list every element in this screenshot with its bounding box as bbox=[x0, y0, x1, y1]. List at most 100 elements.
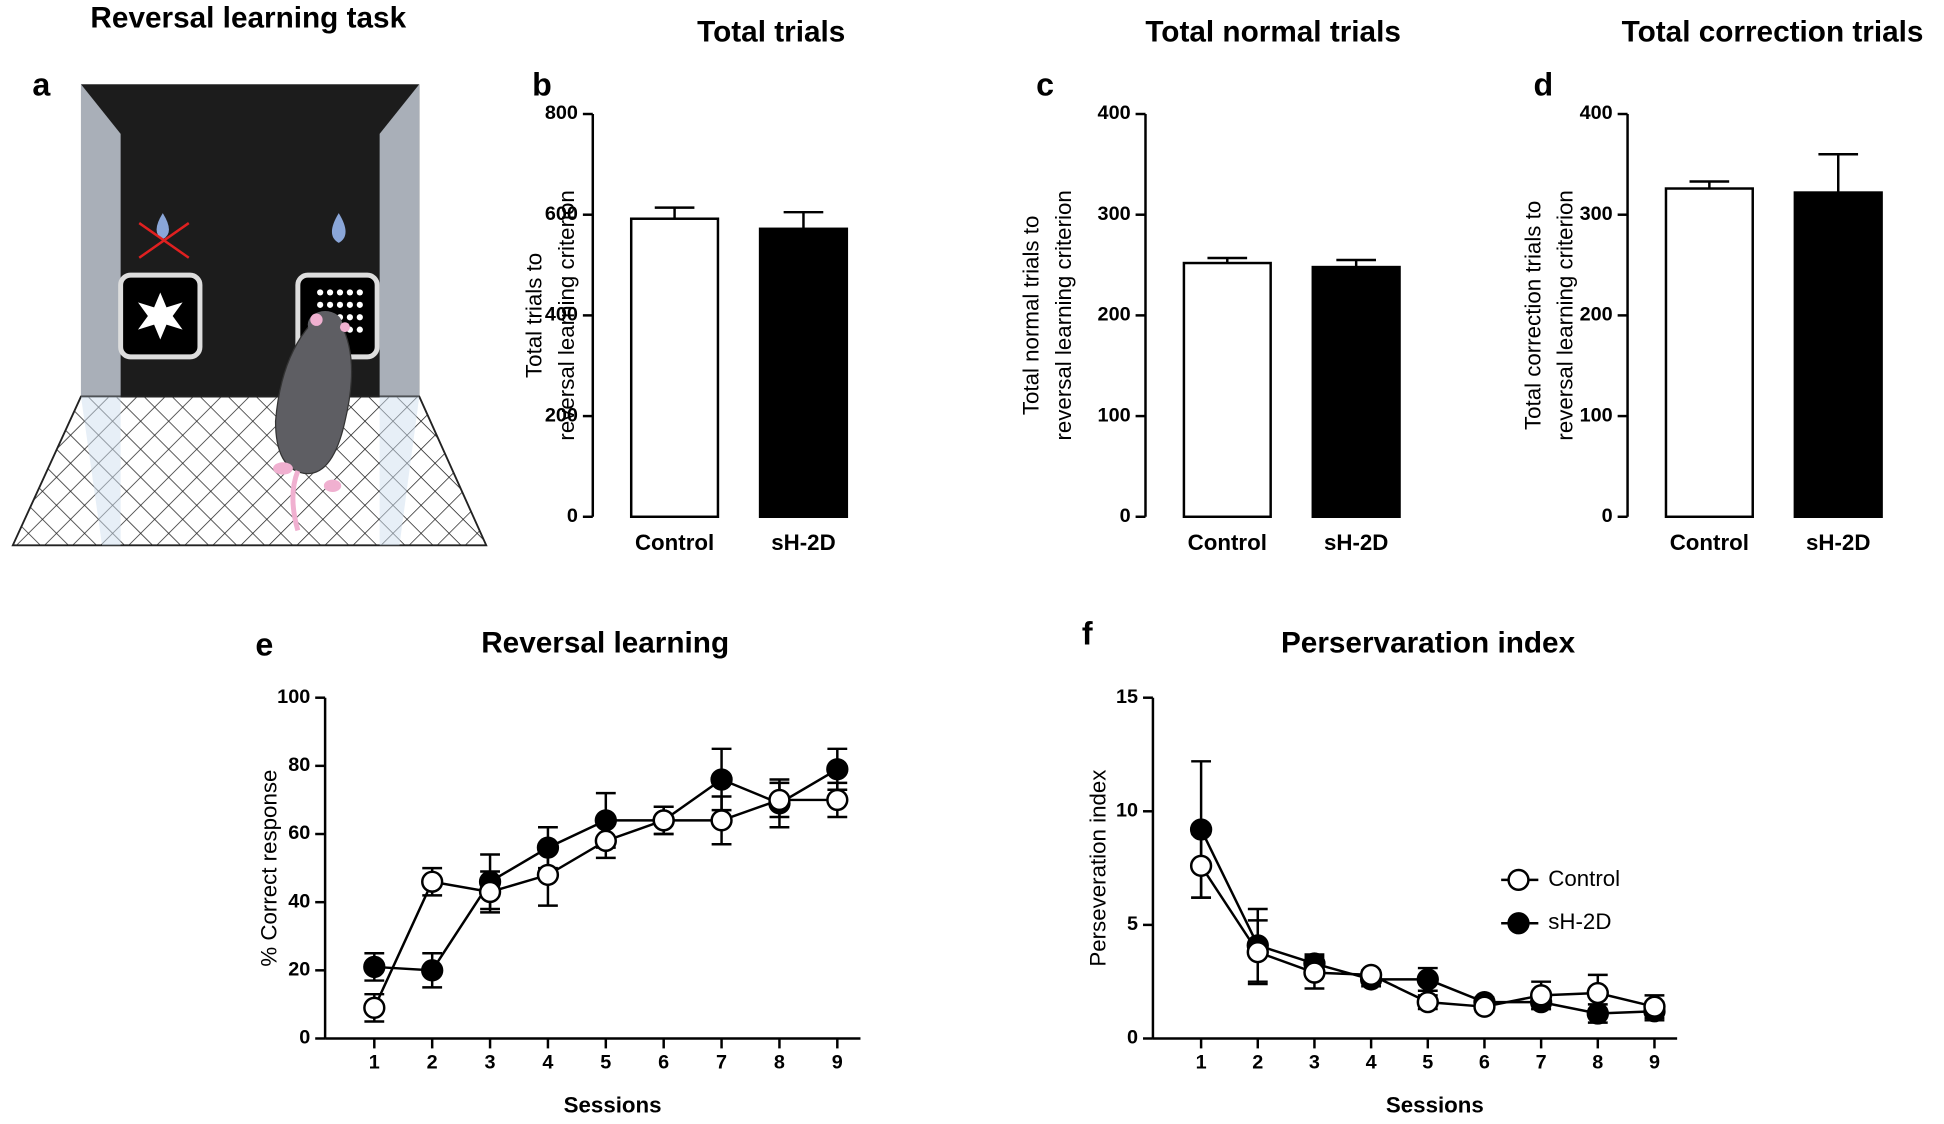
x-tick-label: sH-2D bbox=[771, 530, 835, 555]
y-tick-label: 400 bbox=[545, 304, 578, 326]
chart-title: Total normal trials bbox=[1145, 15, 1401, 48]
y-axis-label: reversal learning criterion bbox=[1553, 190, 1578, 440]
y-tick-label: 100 bbox=[277, 686, 310, 708]
y-tick-label: 400 bbox=[1580, 102, 1613, 124]
bar bbox=[1664, 187, 1754, 519]
panel-label: f bbox=[1082, 615, 1093, 651]
y-tick-label: 300 bbox=[1098, 203, 1131, 225]
chamber-side bbox=[80, 84, 121, 397]
panel-a: Reversal learning task a bbox=[11, 2, 488, 547]
x-tick-label: 6 bbox=[1479, 1052, 1490, 1074]
screen-dots bbox=[317, 289, 363, 333]
y-tick-label: 300 bbox=[1580, 203, 1613, 225]
water-drop bbox=[156, 213, 169, 240]
y-tick-label: 80 bbox=[288, 754, 310, 776]
y-tick-label: 600 bbox=[545, 203, 578, 225]
marker bbox=[826, 758, 849, 781]
x-tick-label: 8 bbox=[1592, 1052, 1603, 1074]
x-tick-label: 3 bbox=[485, 1052, 496, 1074]
screen-star bbox=[137, 292, 183, 340]
panel-label: c bbox=[1036, 66, 1054, 102]
y-axis-label: reversal learning criterion bbox=[1051, 190, 1076, 440]
mouse-paw bbox=[339, 322, 350, 333]
x-tick-label: 7 bbox=[716, 1052, 727, 1074]
marker bbox=[1303, 961, 1326, 984]
marker bbox=[1246, 941, 1269, 964]
chart-title: Total trials bbox=[697, 15, 845, 48]
y-tick-label: 0 bbox=[1127, 1027, 1138, 1049]
y-tick-label: 0 bbox=[1120, 505, 1131, 527]
y-tick-label: 60 bbox=[288, 822, 310, 844]
y-axis-label: Perseveration index bbox=[1086, 770, 1111, 967]
marker bbox=[1586, 981, 1609, 1005]
y-tick-label: 40 bbox=[288, 890, 310, 912]
x-tick-label: Control bbox=[635, 530, 714, 555]
bar bbox=[1311, 265, 1401, 519]
y-tick-label: 0 bbox=[299, 1027, 310, 1049]
x-tick-label: 3 bbox=[1309, 1052, 1320, 1074]
y-tick-label: 5 bbox=[1127, 913, 1138, 935]
mouse-tail bbox=[290, 469, 301, 532]
y-tick-label: 20 bbox=[288, 959, 310, 981]
x-tick-label: 2 bbox=[427, 1052, 438, 1074]
x-tick-label: 4 bbox=[1366, 1052, 1377, 1074]
x-axis-label: Sessions bbox=[564, 1093, 662, 1118]
x-tick-label: 5 bbox=[600, 1052, 611, 1074]
y-tick-label: 800 bbox=[545, 102, 578, 124]
x-tick-label: 8 bbox=[774, 1052, 785, 1074]
y-tick-label: 200 bbox=[1098, 304, 1131, 326]
marker bbox=[363, 996, 386, 1019]
x-tick-label: 7 bbox=[1536, 1052, 1547, 1074]
y-axis-label: Total normal trials to bbox=[1019, 216, 1044, 416]
y-tick-label: 100 bbox=[1580, 404, 1613, 426]
marker bbox=[1416, 968, 1439, 991]
y-tick-label: 400 bbox=[1098, 102, 1131, 124]
legend-marker bbox=[1507, 868, 1530, 892]
bar bbox=[1182, 261, 1272, 519]
marker bbox=[1643, 995, 1666, 1018]
panel-label: d bbox=[1533, 66, 1553, 102]
y-tick-label: 200 bbox=[1580, 304, 1613, 326]
x-tick-label: 9 bbox=[1649, 1052, 1660, 1074]
water-drop bbox=[331, 213, 346, 243]
light-beam bbox=[379, 396, 420, 546]
marker bbox=[652, 809, 675, 832]
marker bbox=[710, 809, 733, 832]
panel-label: a bbox=[32, 66, 51, 102]
marker bbox=[421, 959, 444, 982]
chamber-side bbox=[379, 84, 420, 397]
chart-title: Total correction trials bbox=[1622, 15, 1924, 48]
light-beam bbox=[80, 396, 121, 546]
x-tick-label: sH-2D bbox=[1324, 530, 1388, 555]
x-tick-label: 9 bbox=[832, 1052, 843, 1074]
x-tick-label: Control bbox=[1188, 530, 1267, 555]
y-tick-label: 15 bbox=[1116, 686, 1138, 708]
bar bbox=[629, 217, 720, 519]
mouse-foot bbox=[323, 479, 342, 492]
bar bbox=[1793, 191, 1883, 519]
x-tick-label: 4 bbox=[542, 1052, 553, 1074]
marker bbox=[768, 788, 791, 812]
x-tick-label: 1 bbox=[369, 1052, 380, 1074]
mouse-foot bbox=[273, 462, 293, 475]
legend-label: Control bbox=[1548, 866, 1620, 891]
marker bbox=[710, 768, 733, 791]
y-tick-label: 10 bbox=[1116, 800, 1138, 822]
y-tick-label: 200 bbox=[545, 404, 578, 426]
marker bbox=[826, 788, 849, 812]
marker bbox=[536, 863, 560, 887]
x-tick-label: 6 bbox=[658, 1052, 669, 1074]
marker bbox=[363, 955, 386, 979]
y-axis-label: Total trials to bbox=[522, 253, 547, 378]
y-tick-label: 0 bbox=[1602, 505, 1613, 527]
chart-title: Reversal learning bbox=[481, 626, 729, 659]
marker bbox=[421, 870, 444, 893]
cross bbox=[138, 222, 190, 259]
panel-label: e bbox=[255, 626, 273, 662]
y-tick-label: 100 bbox=[1098, 404, 1131, 426]
marker bbox=[1529, 984, 1553, 1007]
x-tick-label: 2 bbox=[1252, 1052, 1263, 1074]
legend-marker bbox=[1507, 912, 1530, 935]
x-tick-label: 5 bbox=[1422, 1052, 1433, 1074]
